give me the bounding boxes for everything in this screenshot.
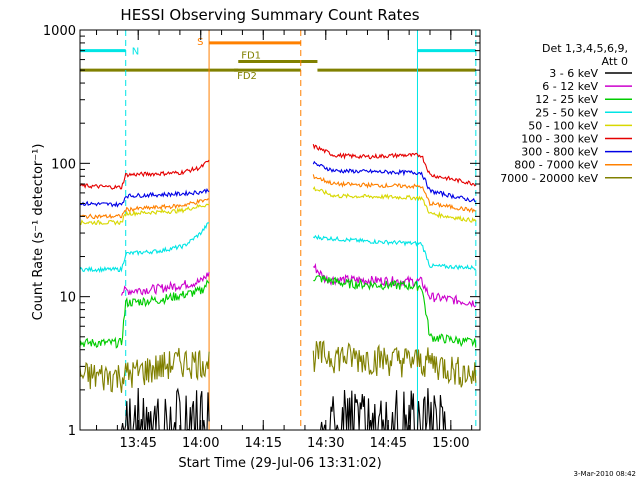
x-tick-label: 14:15 <box>245 436 282 451</box>
y-tick-label: 100 <box>51 157 76 172</box>
series-line <box>79 340 477 393</box>
footer-date: 3-Mar-2010 08:42 <box>574 470 636 478</box>
series-line <box>79 144 477 190</box>
series-line <box>79 186 477 226</box>
legend-entry-label: 7000 - 20000 keV <box>500 172 598 185</box>
series-line <box>79 222 477 274</box>
axes: 1 10 100 1000 13:45 14:00 14:15 14:30 14:45 15:00 <box>43 24 480 451</box>
series-line <box>120 262 477 308</box>
annotation-label: FD1 <box>241 51 261 62</box>
x-tick-label: 14:00 <box>182 436 219 451</box>
legend-entry-label: 100 - 300 keV <box>521 133 598 146</box>
series-line <box>79 174 476 220</box>
series-line <box>79 160 476 208</box>
legend-entry-label: 300 - 800 keV <box>521 146 598 159</box>
legend-entry-label: 12 - 25 keV <box>535 93 598 106</box>
annotation-label: S <box>197 37 203 48</box>
legend-entry-label: 50 - 100 keV <box>528 119 598 132</box>
chart-title: HESSI Observing Summary Count Rates <box>120 6 419 24</box>
x-tick-label: 15:00 <box>432 436 469 451</box>
legend-entry-label: 6 - 12 keV <box>542 80 598 93</box>
legend-entry-label: 25 - 50 keV <box>535 106 598 119</box>
y-tick-label: 1000 <box>43 24 76 39</box>
x-tick-label: 14:45 <box>370 436 407 451</box>
y-tick-label: 10 <box>59 291 76 306</box>
annotation-label: N <box>132 47 139 58</box>
annotation-label: FD2 <box>237 71 257 82</box>
y-tick-label: 1 <box>68 424 76 439</box>
legend-entry-label: 3 - 6 keV <box>549 67 598 80</box>
legend-entry-label: 800 - 7000 keV <box>514 159 598 172</box>
y-axis-label: Count Rate (s⁻¹ detector⁻¹) <box>31 144 46 321</box>
x-tick-label: 13:45 <box>119 436 156 451</box>
x-axis-label: Start Time (29-Jul-06 13:31:02) <box>178 456 381 471</box>
series-line <box>79 275 477 349</box>
legend-title-line-2: Att 0 <box>602 55 628 68</box>
annotation-bands: N S FD1 FD2 <box>79 37 476 82</box>
x-tick-label: 14:30 <box>307 436 344 451</box>
legend-title-line-1: Det 1,3,4,5,6,9, <box>542 42 628 55</box>
plot-frame <box>79 29 481 431</box>
